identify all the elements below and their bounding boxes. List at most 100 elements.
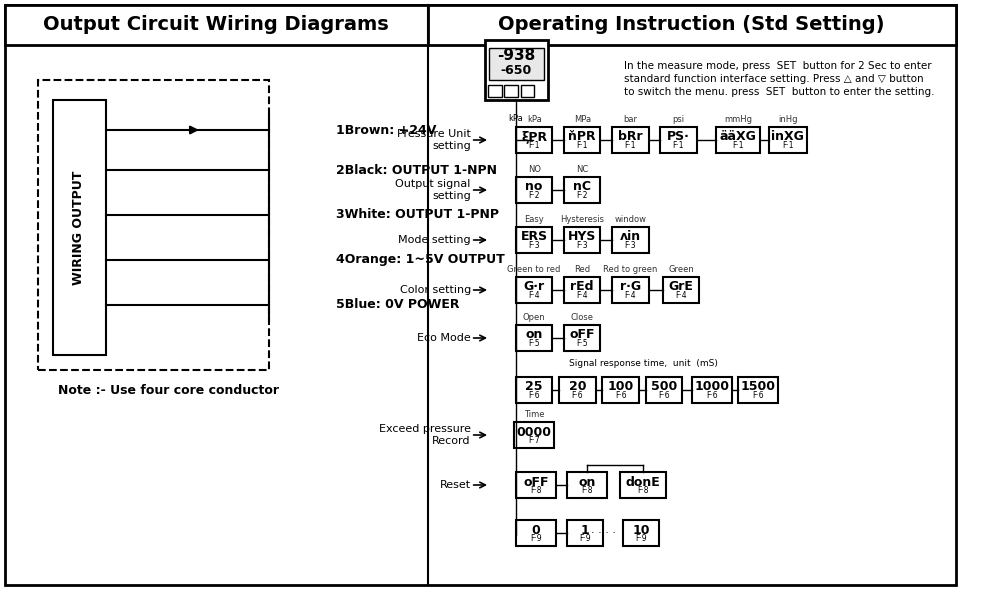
Bar bbox=[769, 127, 807, 153]
Text: Color setting: Color setting bbox=[400, 285, 471, 295]
Text: F·3: F·3 bbox=[624, 241, 636, 250]
Text: Operating Instruction (Std Setting): Operating Instruction (Std Setting) bbox=[498, 15, 885, 34]
Text: F·6: F·6 bbox=[528, 391, 540, 400]
Text: 20: 20 bbox=[569, 381, 586, 394]
Text: · · · ·: · · · · bbox=[591, 528, 616, 538]
Text: F·1: F·1 bbox=[732, 141, 744, 150]
Text: kPa: kPa bbox=[509, 114, 523, 123]
Bar bbox=[692, 377, 732, 403]
Text: F·6: F·6 bbox=[615, 391, 626, 400]
Text: ʌin: ʌin bbox=[620, 231, 641, 244]
Text: Pressure Unit
setting: Pressure Unit setting bbox=[397, 129, 471, 151]
Text: 0000: 0000 bbox=[517, 425, 552, 438]
Text: F·9: F·9 bbox=[635, 534, 647, 543]
Text: donE: donE bbox=[625, 476, 660, 489]
Bar bbox=[663, 277, 699, 303]
Text: F·9: F·9 bbox=[530, 534, 542, 543]
Text: Note :- Use four core conductor: Note :- Use four core conductor bbox=[58, 384, 279, 396]
Text: F·5: F·5 bbox=[528, 339, 540, 348]
Bar bbox=[521, 85, 534, 97]
Bar bbox=[660, 127, 697, 153]
Text: Output signal
setting: Output signal setting bbox=[395, 179, 471, 201]
Bar bbox=[488, 85, 502, 97]
Text: Time: Time bbox=[524, 410, 544, 419]
Bar bbox=[564, 177, 600, 203]
Bar bbox=[612, 227, 649, 253]
Text: F·1: F·1 bbox=[528, 141, 540, 150]
Text: 1: 1 bbox=[581, 523, 589, 536]
Text: on: on bbox=[578, 476, 596, 489]
Text: F·4: F·4 bbox=[624, 291, 636, 300]
Text: F·1: F·1 bbox=[673, 141, 684, 150]
Text: F·5: F·5 bbox=[576, 339, 588, 348]
Text: Close: Close bbox=[571, 313, 594, 322]
Text: 1Brown: +24V: 1Brown: +24V bbox=[336, 123, 437, 136]
Text: 100: 100 bbox=[608, 381, 634, 394]
Text: psi: psi bbox=[672, 115, 684, 124]
Bar bbox=[516, 127, 552, 153]
Text: F·6: F·6 bbox=[706, 391, 718, 400]
Text: Green to red: Green to red bbox=[507, 265, 561, 274]
Text: on: on bbox=[525, 329, 543, 342]
Text: 3White: OUTPUT 1-PNP: 3White: OUTPUT 1-PNP bbox=[336, 208, 499, 221]
Text: F·4: F·4 bbox=[675, 291, 687, 300]
Bar bbox=[516, 227, 552, 253]
Text: HYS: HYS bbox=[568, 231, 596, 244]
Text: F·8: F·8 bbox=[530, 486, 542, 495]
Text: 1500: 1500 bbox=[741, 381, 776, 394]
Text: Reset: Reset bbox=[440, 480, 471, 490]
Text: F·4: F·4 bbox=[576, 291, 588, 300]
Bar bbox=[620, 472, 666, 498]
Text: MPa: MPa bbox=[574, 115, 591, 124]
Text: Hysteresis: Hysteresis bbox=[560, 215, 604, 224]
Bar bbox=[738, 377, 778, 403]
Bar bbox=[646, 377, 682, 403]
Text: 25: 25 bbox=[525, 381, 543, 394]
Text: F·1: F·1 bbox=[782, 141, 794, 150]
Text: -650: -650 bbox=[500, 64, 532, 77]
Text: mmHg: mmHg bbox=[724, 115, 752, 124]
Text: nC: nC bbox=[573, 181, 591, 194]
Text: inHg: inHg bbox=[778, 115, 798, 124]
Bar bbox=[567, 520, 603, 546]
Bar bbox=[504, 85, 518, 97]
Text: F·8: F·8 bbox=[637, 486, 648, 495]
Text: 5Blue: 0V POWER: 5Blue: 0V POWER bbox=[336, 299, 460, 312]
Text: F·9: F·9 bbox=[579, 534, 591, 543]
Text: bar: bar bbox=[623, 115, 637, 124]
Text: In the measure mode, press  SET  button for 2 Sec to enter: In the measure mode, press SET button fo… bbox=[624, 61, 932, 71]
Bar bbox=[516, 325, 552, 351]
Text: GrE: GrE bbox=[669, 280, 694, 293]
Text: F·8: F·8 bbox=[581, 486, 593, 495]
Text: Red to green: Red to green bbox=[603, 265, 657, 274]
Bar bbox=[516, 277, 552, 303]
Text: bRr: bRr bbox=[618, 130, 643, 143]
Bar bbox=[5, 5, 428, 45]
Bar bbox=[514, 422, 554, 448]
Text: no: no bbox=[525, 181, 543, 194]
Text: 0: 0 bbox=[532, 523, 540, 536]
Text: F·6: F·6 bbox=[658, 391, 670, 400]
Text: F·6: F·6 bbox=[572, 391, 583, 400]
Text: NO: NO bbox=[528, 165, 541, 174]
Text: ňPR: ňPR bbox=[568, 130, 596, 143]
Text: G·r: G·r bbox=[524, 280, 545, 293]
Text: 500: 500 bbox=[651, 381, 677, 394]
Bar bbox=[559, 377, 596, 403]
Text: rEd: rEd bbox=[570, 280, 594, 293]
Text: F·3: F·3 bbox=[576, 241, 588, 250]
Bar bbox=[602, 377, 639, 403]
Bar bbox=[716, 127, 760, 153]
Bar bbox=[567, 472, 607, 498]
Text: ääXG: ääXG bbox=[719, 130, 756, 143]
Text: F·7: F·7 bbox=[528, 436, 540, 445]
Bar bbox=[564, 127, 600, 153]
Bar bbox=[516, 520, 556, 546]
Bar bbox=[53, 100, 106, 355]
Bar bbox=[612, 127, 649, 153]
Bar bbox=[489, 48, 544, 80]
Text: 2Black: OUTPUT 1-NPN: 2Black: OUTPUT 1-NPN bbox=[336, 163, 497, 176]
Text: NC: NC bbox=[576, 165, 588, 174]
Bar bbox=[38, 80, 269, 370]
Bar bbox=[612, 277, 649, 303]
